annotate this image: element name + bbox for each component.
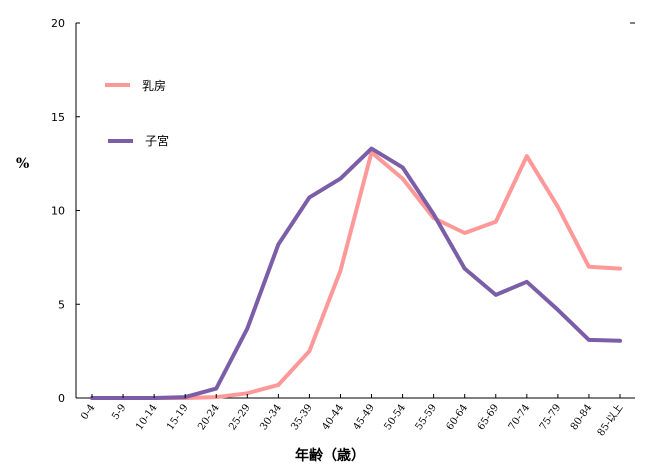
y-tick-label: 0 xyxy=(58,392,65,405)
y-tick-label: 15 xyxy=(51,111,65,124)
x-tick-label: 30-34 xyxy=(258,402,284,432)
x-tick-label: 60-64 xyxy=(445,402,471,432)
x-tick-label: 85-以上 xyxy=(595,402,626,438)
y-axis-title: % xyxy=(16,156,29,172)
legend: 乳房 子宮 xyxy=(105,78,169,148)
x-tick-label: 25-29 xyxy=(227,402,253,432)
x-tick-label: 50-54 xyxy=(382,402,408,432)
x-tick-label: 35-39 xyxy=(289,402,315,432)
x-tick-label: 45-49 xyxy=(351,402,377,432)
x-axis-title: 年齢（歳） xyxy=(295,447,365,464)
x-tick-label: 80-84 xyxy=(569,402,595,432)
x-tick-label: 15-19 xyxy=(165,402,191,432)
x-tick-label: 75-79 xyxy=(538,402,564,432)
x-tick-label: 70-74 xyxy=(507,402,533,432)
y-axis-ticks: 0 5 10 15 20 xyxy=(51,17,635,405)
x-tick-label: 5-9 xyxy=(110,402,128,422)
x-axis-tick-labels: 0-4 5-9 10-14 15-19 20-24 25-29 30-34 35-39 40-4… xyxy=(79,394,625,438)
x-tick-label: 10-14 xyxy=(134,402,160,432)
y-tick-label: 10 xyxy=(51,205,65,218)
legend-label-breast: 乳房 xyxy=(142,78,166,93)
series-line-breast xyxy=(90,150,622,400)
series-line-uterus xyxy=(90,146,622,400)
x-tick-label: 40-44 xyxy=(320,402,346,432)
legend-label-uterus: 子宮 xyxy=(145,133,169,148)
y-tick-label: 20 xyxy=(51,17,65,30)
y-tick-label: 5 xyxy=(58,298,65,311)
series-layer xyxy=(90,146,622,400)
x-tick-label: 20-24 xyxy=(196,402,222,432)
x-tick-label: 0-4 xyxy=(79,402,97,422)
x-tick-label: 65-69 xyxy=(476,402,502,432)
x-tick-label: 55-59 xyxy=(414,402,440,432)
